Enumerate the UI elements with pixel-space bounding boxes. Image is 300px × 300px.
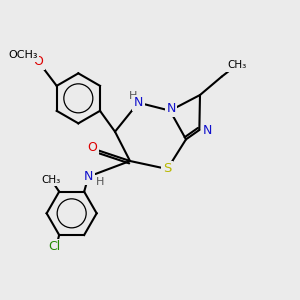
- Text: O: O: [33, 55, 43, 68]
- Text: OCH₃: OCH₃: [8, 50, 38, 60]
- Text: CH₃: CH₃: [227, 60, 246, 70]
- Text: N: N: [202, 124, 212, 136]
- Text: N: N: [134, 96, 143, 109]
- Text: N: N: [166, 102, 176, 115]
- Text: H: H: [129, 91, 137, 101]
- Text: S: S: [163, 163, 172, 176]
- Text: Cl: Cl: [48, 241, 60, 254]
- Text: CH₃: CH₃: [41, 175, 61, 185]
- Text: N: N: [84, 170, 93, 183]
- Text: H: H: [96, 177, 104, 187]
- Text: O: O: [87, 141, 97, 154]
